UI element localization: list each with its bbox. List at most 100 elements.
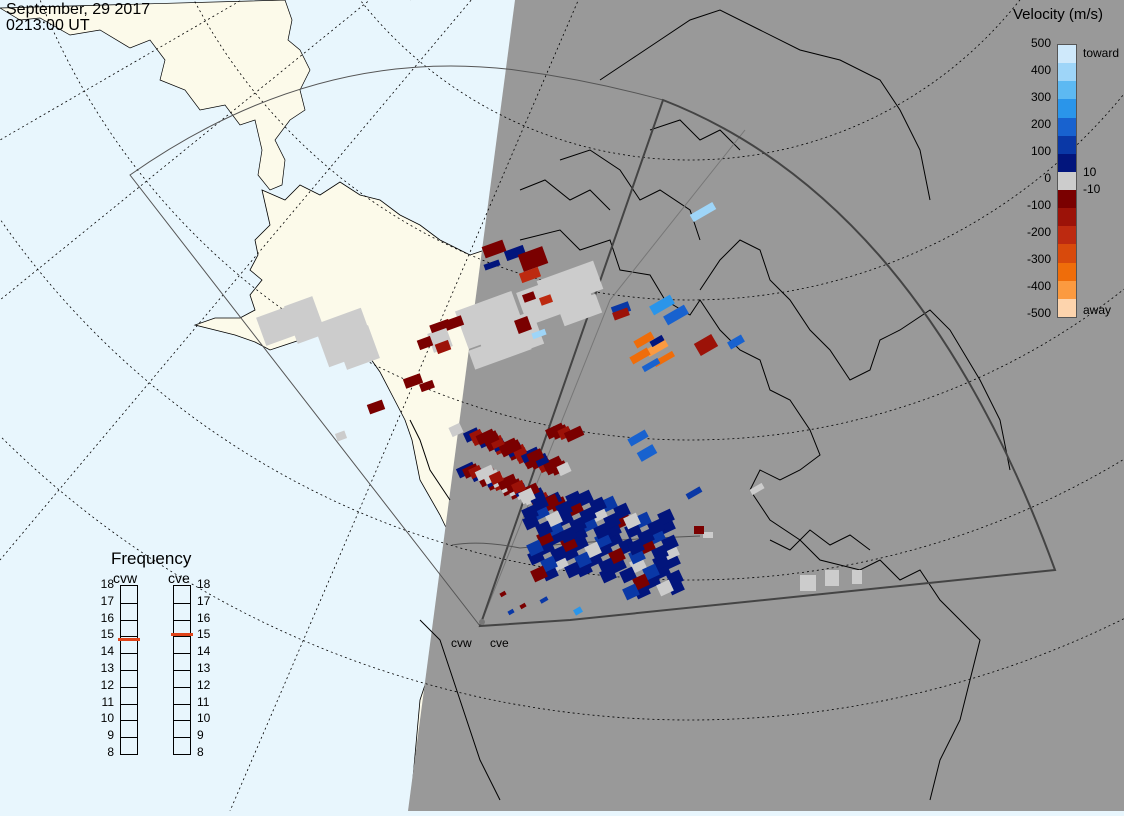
scatter-cell — [474, 464, 496, 482]
frequency-tick-label: 14 — [197, 644, 211, 659]
velocity-tick-label: 500 — [1030, 36, 1051, 50]
velocity-colorbar-segment — [1058, 226, 1076, 245]
velocity-colorbar-segment — [1058, 190, 1076, 209]
time-label: 0213:00 UT — [6, 17, 90, 34]
scatter-cell — [579, 506, 597, 524]
scatter-cell — [612, 307, 630, 321]
frequency-gridline — [174, 619, 190, 621]
scatter-cell — [693, 333, 719, 357]
velocity-tick-label: -500 — [1026, 306, 1051, 320]
velocity-colorbar-segment — [1058, 81, 1076, 100]
scatter-cell — [526, 539, 544, 557]
frequency-tick-label: 13 — [100, 661, 114, 675]
frequency-tick-label: 11 — [197, 694, 210, 709]
scatter-cell — [563, 425, 585, 443]
scatter-cell — [613, 502, 631, 520]
velocity-tick-label: -300 — [1026, 252, 1051, 266]
scatter-cell — [627, 538, 645, 556]
frequency-tick-label: 17 — [100, 593, 114, 608]
velocity-tick-label: 300 — [1030, 90, 1051, 104]
velocity-colorbar-segment — [1058, 99, 1076, 119]
scatter-cell — [649, 334, 665, 348]
scatter-cell — [416, 335, 434, 351]
frequency-tick-label: 16 — [100, 610, 114, 625]
frequency-gridline — [174, 737, 190, 739]
coastlines — [409, 9, 1011, 801]
scatter-cell — [443, 315, 465, 331]
scatter-cell — [402, 373, 424, 389]
velocity-colorbar-segment — [1058, 244, 1076, 264]
velocity-colorbar-segment — [1058, 135, 1076, 155]
scatter-cell — [366, 399, 386, 415]
scatter-cell — [526, 448, 545, 464]
frequency-tick-label: 9 — [197, 728, 204, 743]
scatter-cell — [540, 555, 558, 573]
velocity-colorbar-segment — [1058, 45, 1076, 64]
scatter-cell — [545, 510, 563, 528]
scatter-cell — [619, 566, 637, 584]
scatter-cell — [481, 430, 500, 446]
frequency-tick-label: 17 — [197, 593, 211, 608]
scatter-cell — [598, 557, 616, 575]
scatter-cell — [557, 293, 603, 327]
frequency-gridline — [121, 686, 137, 688]
radar-fov-cve — [478, 98, 1057, 628]
scatter-cell — [535, 520, 553, 538]
scatter-cell — [633, 331, 655, 349]
scatter-cell — [539, 596, 549, 604]
scatter-cell — [800, 575, 816, 591]
frequency-tick-label: 12 — [197, 677, 211, 692]
scatter-cell — [519, 602, 527, 610]
land-siberia — [0, 0, 311, 191]
scatter-cell — [514, 316, 532, 334]
velocity-tick-label: 200 — [1030, 117, 1051, 131]
velocity-inner-tick-neg: -10 — [1083, 182, 1101, 196]
frequency-tick-label: 8 — [197, 745, 204, 759]
velocity-tick-label: -400 — [1026, 279, 1051, 293]
velocity-colorbar — [1057, 44, 1077, 318]
scatter-cell — [559, 526, 577, 544]
scatter-cell — [518, 266, 542, 284]
scatter-cell — [335, 325, 380, 370]
frequency-tick-label: 15 — [197, 627, 211, 642]
velocity-colorbar-segment — [1058, 298, 1076, 318]
scatter-cell — [550, 545, 568, 563]
frequency-tick-label: 16 — [197, 610, 211, 625]
scatter-cell — [531, 328, 547, 340]
velocity-colorbar-segment — [1058, 280, 1076, 300]
date-label: September, 29 2017 — [6, 1, 151, 18]
scatter-cell — [637, 528, 655, 546]
scatter-cell — [499, 590, 507, 598]
frequency-tick-label: 14 — [100, 644, 114, 659]
scatter-cell — [483, 259, 501, 271]
frequency-gridline — [121, 737, 137, 739]
frequency-tick-label: 12 — [100, 677, 114, 692]
scatter-cell — [565, 490, 583, 508]
scatter-cell — [531, 494, 549, 512]
scatter-cell — [589, 496, 607, 514]
velocity-toward-label: toward — [1083, 46, 1120, 60]
frequency-marker — [171, 632, 193, 636]
velocity-scale-title: Velocity (m/s) — [1013, 6, 1104, 23]
frequency-tick-label: 11 — [101, 694, 114, 709]
scatter-cell — [663, 304, 689, 326]
scatter-cell — [468, 330, 532, 370]
velocity-away-label: away — [1083, 303, 1112, 317]
scatter-cell — [622, 583, 640, 601]
scatter-cell — [627, 429, 649, 447]
scatter-cell — [511, 479, 527, 495]
frequency-tick-label: 15 — [100, 627, 114, 642]
velocity-colorbar-segment — [1058, 117, 1076, 137]
scatter-cell — [608, 547, 626, 565]
frequency-tick-label: 9 — [107, 728, 114, 743]
scatter-cell — [448, 422, 464, 438]
scatter-cell — [555, 500, 573, 518]
frequency-gridline — [174, 670, 190, 671]
frequency-gridline — [121, 720, 137, 722]
scatter-cell — [419, 379, 435, 393]
frequency-radar-label-cvw: cvw — [113, 570, 138, 586]
frequency-gridline — [174, 720, 190, 722]
